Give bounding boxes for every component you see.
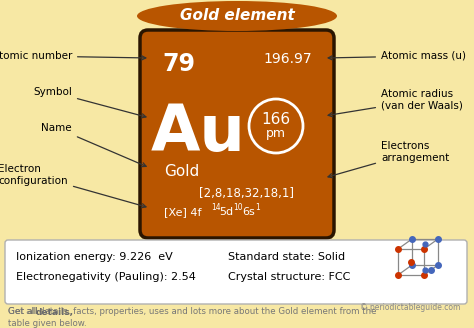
Text: [2,8,18,32,18,1]: [2,8,18,32,18,1]: [200, 187, 294, 199]
Text: Atomic number: Atomic number: [0, 51, 146, 61]
Text: [Xe] 4f: [Xe] 4f: [164, 207, 201, 217]
Text: Gold: Gold: [164, 163, 199, 178]
Text: Standard state: Solid: Standard state: Solid: [228, 252, 345, 262]
FancyBboxPatch shape: [140, 30, 334, 238]
FancyBboxPatch shape: [5, 240, 467, 304]
Text: details,: details,: [36, 308, 74, 317]
Text: Au: Au: [151, 102, 246, 164]
Text: Atomic radius
(van der Waals): Atomic radius (van der Waals): [328, 89, 463, 117]
Text: 166: 166: [262, 112, 291, 127]
Text: 1: 1: [255, 202, 260, 212]
Text: 79: 79: [162, 52, 195, 76]
Text: 10: 10: [233, 202, 243, 212]
Text: 6s: 6s: [242, 207, 255, 217]
Text: Atomic mass (u): Atomic mass (u): [328, 51, 466, 61]
Text: 5d: 5d: [219, 207, 233, 217]
Text: Name: Name: [41, 123, 146, 167]
Text: Get all details, facts, properties, uses and lots more about the Gold element fr: Get all details, facts, properties, uses…: [8, 308, 376, 317]
Ellipse shape: [137, 1, 337, 31]
Text: table given below.: table given below.: [8, 318, 87, 327]
Text: pm: pm: [266, 128, 286, 140]
Text: Gold element: Gold element: [180, 9, 294, 24]
Text: © periodictableguide.com: © periodictableguide.com: [360, 303, 460, 313]
Text: Symbol: Symbol: [33, 87, 146, 118]
Text: 14: 14: [211, 202, 220, 212]
Text: 196.97: 196.97: [264, 52, 312, 66]
Text: Ionization energy: 9.226  eV: Ionization energy: 9.226 eV: [16, 252, 173, 262]
Text: Crystal structure: FCC: Crystal structure: FCC: [228, 272, 350, 282]
Text: Electronegativity (Pauling): 2.54: Electronegativity (Pauling): 2.54: [16, 272, 196, 282]
Text: Get all: Get all: [8, 308, 41, 317]
Text: Electrons
arrangement: Electrons arrangement: [328, 141, 449, 178]
Text: Electron
configuration: Electron configuration: [0, 164, 146, 208]
